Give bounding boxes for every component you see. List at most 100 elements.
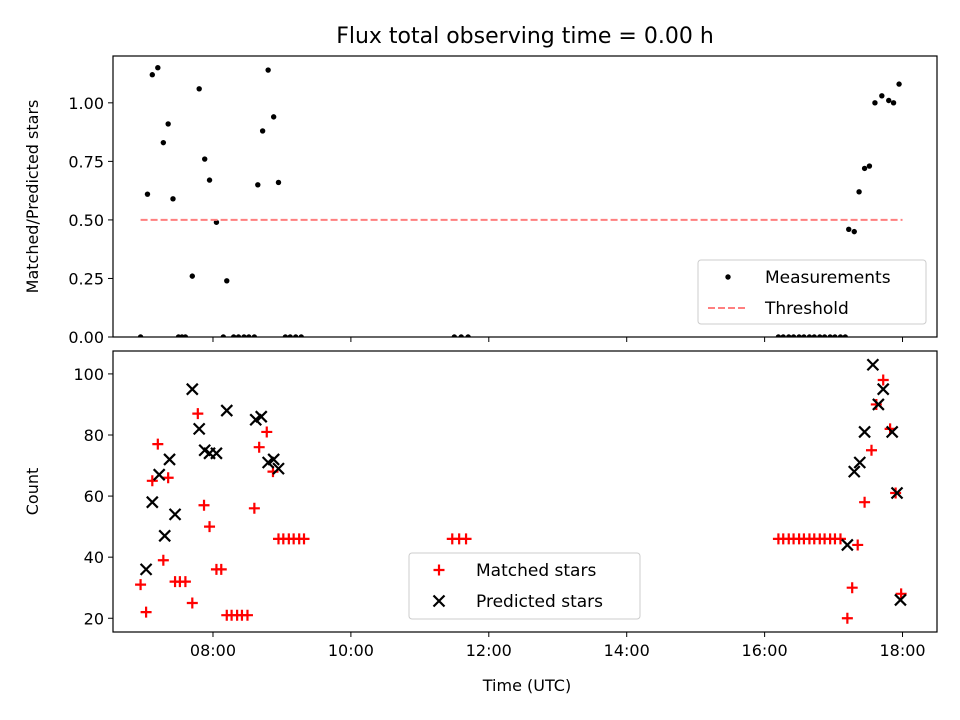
series-measurements-point: [155, 65, 161, 71]
series-measurements-point: [165, 121, 171, 127]
series-matched-stars-point: [865, 444, 877, 456]
axes-frame: [112, 350, 938, 633]
x-tick-label: 10:00: [328, 641, 374, 660]
series-measurements-point: [796, 334, 802, 337]
y-tick-label: 0.00: [68, 328, 104, 347]
series-predicted-stars-point: [885, 425, 899, 439]
x-axis-label: Time (UTC): [482, 676, 571, 695]
series-measurements-point: [451, 334, 458, 337]
series-measurements-point: [801, 334, 807, 337]
series-measurements-point: [293, 334, 299, 337]
series-measurements-point: [846, 226, 852, 232]
legend-entry-predicted-stars: Predicted stars: [432, 592, 603, 612]
series-measurements-point: [458, 334, 464, 337]
series-predicted-stars-point: [254, 410, 268, 423]
series-measurements-point: [775, 334, 782, 337]
plot-area: [137, 65, 903, 337]
series-measurements-point: [206, 177, 213, 183]
legend-marker-swatch: [725, 274, 731, 280]
series-measurements-point: [806, 334, 813, 337]
axes-frame: [112, 55, 938, 338]
series-measurements-point: [182, 334, 189, 337]
series-matched-stars-point: [261, 426, 273, 438]
series-measurements-point: [790, 334, 797, 337]
series-measurements-point: [896, 81, 902, 87]
series-predicted-stars-point: [876, 382, 890, 396]
series-predicted-stars-point: [872, 398, 885, 411]
x-tick-label: 12:00: [466, 641, 512, 660]
legend-label: Threshold: [764, 299, 849, 319]
series-predicted-stars-point: [146, 495, 159, 509]
series-measurements-point: [879, 93, 885, 99]
series-matched-stars-point: [152, 438, 164, 450]
series-measurements-point: [202, 156, 208, 162]
y-tick-label: 80: [84, 426, 104, 445]
y-tick-label: 100: [73, 365, 104, 384]
legend-marker-swatch: [433, 564, 445, 576]
series-measurements-point: [856, 189, 862, 195]
series-matched-stars-point: [859, 496, 871, 508]
chart-title: Flux total observing time = 0.00 h: [336, 24, 714, 49]
y-tick-label: 0.50: [68, 211, 104, 230]
series-matched-stars-point: [870, 398, 882, 410]
series-predicted-stars-point: [272, 462, 285, 475]
series-matched-stars-point: [186, 597, 198, 609]
series-matched-stars-point: [179, 576, 191, 588]
series-predicted-stars-point: [168, 508, 182, 521]
series-measurements-point: [298, 334, 304, 337]
series-predicted-stars-point: [152, 468, 166, 481]
series-measurements-point: [811, 334, 817, 337]
series-matched-stars-point: [248, 502, 260, 514]
y-tick-label: 40: [84, 548, 104, 567]
series-measurements-point: [246, 334, 252, 337]
series-matched-stars-point: [204, 521, 216, 533]
series-measurements-point: [821, 334, 828, 337]
series-measurements-point: [861, 165, 868, 172]
series-measurements-point: [832, 334, 838, 337]
y-axis-label: Matched/Predicted stars: [23, 100, 42, 294]
series-matched-stars-point: [895, 588, 907, 600]
series-predicted-stars-point: [894, 593, 907, 607]
series-predicted-stars-point: [163, 453, 176, 466]
y-tick-label: 20: [84, 609, 104, 628]
legend-box: [697, 259, 927, 325]
series-matched-stars-point: [215, 563, 227, 575]
series-measurements-point: [872, 100, 878, 106]
series-matched-stars-point: [253, 441, 265, 453]
plot-area: [135, 358, 907, 624]
series-measurements-point: [189, 273, 195, 279]
series-measurements-point: [780, 334, 786, 337]
x-tick-label: 16:00: [742, 641, 788, 660]
series-matched-stars-point: [241, 609, 253, 621]
series-measurements-point: [890, 100, 897, 106]
series-matched-stars-point: [146, 475, 158, 487]
series-measurements-point: [160, 139, 167, 146]
series-matched-stars-point: [140, 606, 152, 618]
series-matched-stars-point: [460, 533, 472, 545]
y-tick-label: 0.75: [68, 152, 104, 171]
series-measurements-point: [817, 334, 823, 337]
series-measurements-point: [241, 334, 247, 337]
series-measurements-point: [259, 128, 266, 134]
series-matched-stars-point: [841, 612, 853, 624]
series-measurements-point: [255, 182, 261, 188]
series-measurements-point: [287, 334, 293, 337]
series-measurements-point: [220, 334, 227, 337]
series-predicted-stars-point: [158, 529, 171, 543]
legend: Measurements Threshold: [697, 259, 927, 325]
series-predicted-stars-point: [847, 465, 861, 478]
series-predicted-stars-point: [890, 486, 904, 500]
series-measurements-point: [827, 334, 833, 337]
series-matched-stars-point: [846, 582, 858, 594]
series-measurements-point: [270, 114, 277, 120]
series-predicted-stars-point: [220, 404, 234, 417]
series-predicted-stars-point: [192, 422, 206, 436]
series-predicted-stars-point: [210, 447, 223, 460]
legend: Matched stars Predicted stars: [408, 552, 641, 620]
series-measurements-point: [251, 334, 258, 337]
series-matched-stars-point: [298, 533, 310, 545]
series-measurements-point: [235, 334, 242, 337]
x-tick-label: 08:00: [190, 641, 236, 660]
series-predicted-stars-point: [139, 563, 153, 576]
x-tick-label: 18:00: [879, 641, 925, 660]
